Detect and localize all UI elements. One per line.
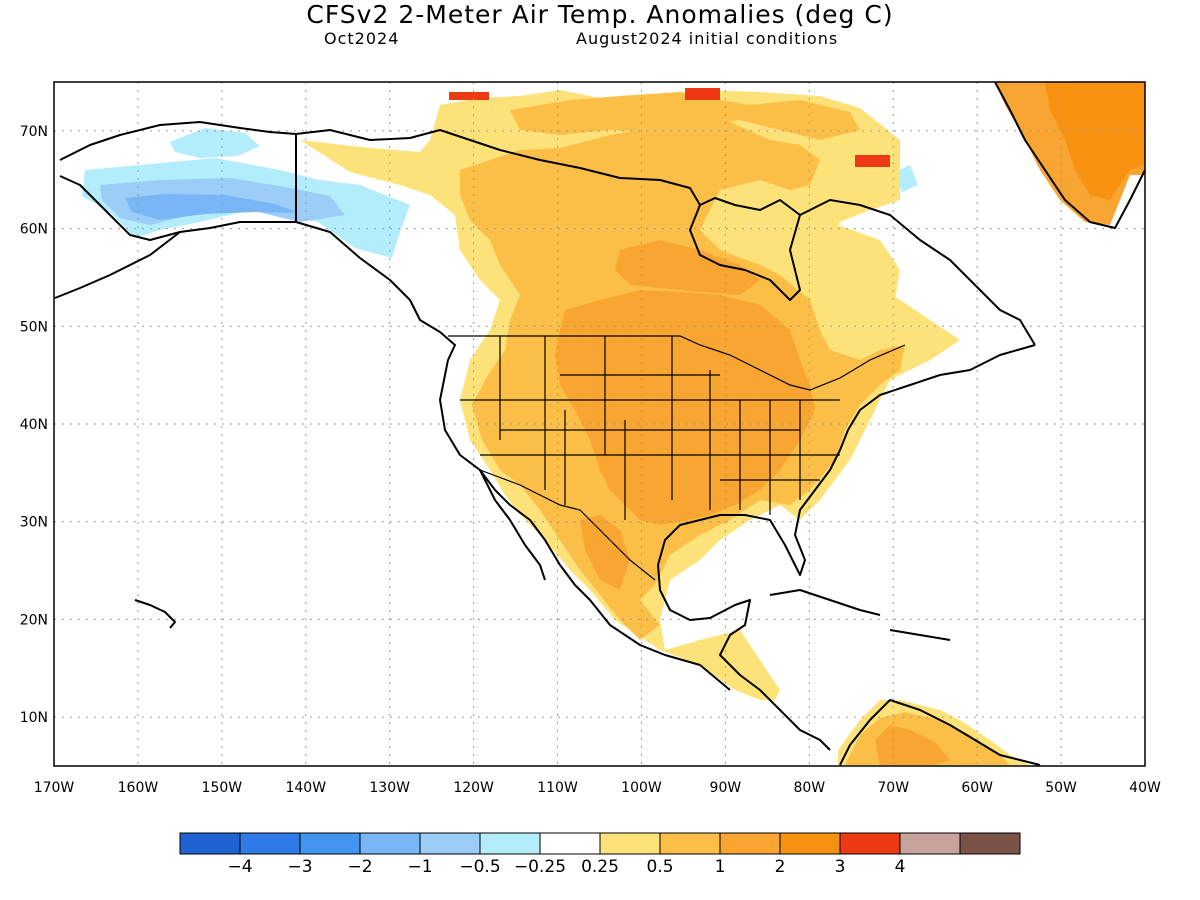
- colorbar-swatch: [359, 832, 421, 855]
- valid-month-label: Oct2024: [324, 29, 400, 48]
- latitude-labels: 10N 20N 30N 40N 50N 60N 70N: [20, 124, 48, 726]
- warm-anomaly-labrador: [815, 222, 930, 330]
- latitude-tick-label: 40N: [20, 417, 48, 433]
- lat-lon-grid: [54, 82, 1145, 766]
- colorbar-tick-label: 3: [835, 857, 846, 877]
- longitude-tick-label: 90W: [710, 780, 742, 796]
- colorbar-tick-label: 1: [715, 857, 726, 877]
- latitude-tick-label: 20N: [20, 612, 48, 628]
- longitude-tick-label: 170W: [34, 780, 75, 796]
- colorbar-tick-label: 2: [775, 857, 786, 877]
- longitude-tick-label: 150W: [202, 780, 243, 796]
- negative-anomaly-alaska: [125, 194, 300, 220]
- hot-spot: [449, 92, 489, 100]
- negative-anomaly-alaska: [170, 128, 260, 158]
- colorbar-swatch: [179, 832, 241, 855]
- colorbar-tick-label: −2: [347, 857, 372, 877]
- initial-conditions-label: August2024 initial conditions: [576, 29, 839, 48]
- colorbar-tick-label: −0.5: [459, 857, 500, 877]
- strong-warm-anomaly-mexico: [580, 515, 630, 590]
- strong-warm-anomaly-south-america: [875, 725, 950, 765]
- colorbar-swatch: [659, 832, 721, 855]
- longitude-tick-label: 120W: [453, 780, 494, 796]
- colorbar-swatch: [839, 832, 901, 855]
- longitude-tick-label: 130W: [369, 780, 410, 796]
- strong-warm-anomaly: [555, 290, 815, 525]
- longitude-tick-label: 40W: [1129, 780, 1161, 796]
- colorbar-tick-label: 0.5: [646, 857, 673, 877]
- anomaly-shading: [82, 82, 1145, 765]
- latitude-tick-label: 60N: [20, 222, 48, 238]
- longitude-tick-label: 140W: [285, 780, 326, 796]
- colorbar-tick-label: −0.25: [514, 857, 566, 877]
- colorbar-swatch: [719, 832, 781, 855]
- map-frame: [53, 81, 1146, 767]
- longitude-tick-label: 70W: [877, 780, 909, 796]
- longitude-tick-label: 60W: [961, 780, 993, 796]
- colorbar-swatch: [959, 832, 1021, 855]
- colorbar-swatch: [779, 832, 841, 855]
- colorbar-tick-label: −4: [227, 857, 252, 877]
- warm-anomaly-arctic: [510, 92, 860, 140]
- longitude-tick-label: 80W: [793, 780, 825, 796]
- longitude-tick-label: 50W: [1045, 780, 1077, 796]
- greenland-anomaly-strong: [1045, 82, 1145, 200]
- colorbar-labels: −4 −3 −2 −1 −0.5 −0.25 0.25 0.5 1 2 3 4: [227, 857, 905, 877]
- strong-warm-anomaly: [615, 240, 760, 295]
- hot-spot: [685, 88, 720, 100]
- coastlines: [54, 81, 1146, 766]
- colorbar-swatch: [299, 832, 361, 855]
- colorbar-swatch: [599, 832, 661, 855]
- colorbar-swatch: [899, 832, 961, 855]
- colorbar-tick-label: −3: [287, 857, 312, 877]
- colorbar-tick-label: −1: [407, 857, 432, 877]
- colorbar-swatch: [239, 832, 301, 855]
- latitude-tick-label: 70N: [20, 124, 48, 140]
- longitude-labels: 170W 160W 150W 140W 130W 120W 110W 100W 90W 80W 70…: [34, 780, 1161, 796]
- hot-spot: [855, 155, 890, 167]
- longitude-tick-label: 100W: [621, 780, 662, 796]
- latitude-tick-label: 10N: [20, 710, 48, 726]
- colorbar: [179, 832, 1021, 855]
- colorbar-swatch: [479, 832, 541, 855]
- colorbar-tick-label: 0.25: [581, 857, 619, 877]
- colorbar-swatch: [539, 832, 601, 855]
- longitude-tick-label: 110W: [537, 780, 578, 796]
- latitude-tick-label: 30N: [20, 515, 48, 531]
- map-title: CFSv2 2-Meter Air Temp. Anomalies (deg C…: [306, 0, 894, 29]
- longitude-tick-label: 160W: [118, 780, 159, 796]
- political-borders: [295, 134, 906, 581]
- colorbar-tick-label: 4: [895, 857, 906, 877]
- latitude-tick-label: 50N: [20, 319, 48, 335]
- colorbar-swatch: [419, 832, 481, 855]
- negative-anomaly-small: [895, 165, 918, 192]
